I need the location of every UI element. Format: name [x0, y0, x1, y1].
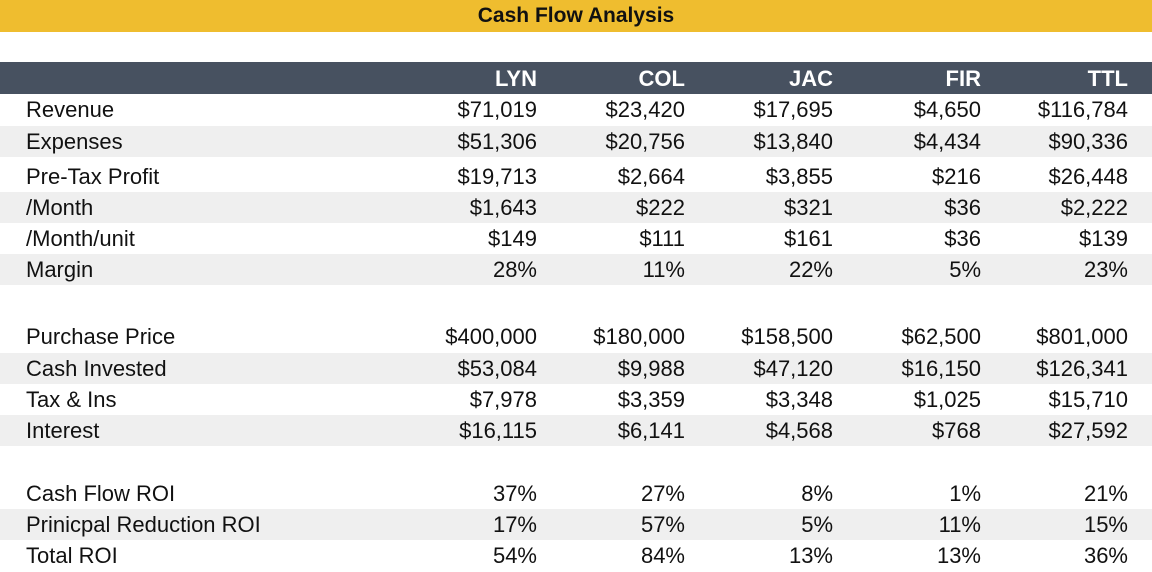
cell-value: $222 — [636, 195, 685, 220]
cell-value: $20,756 — [605, 129, 685, 154]
cell-value: $321 — [784, 195, 833, 220]
cell-value: $3,348 — [765, 387, 833, 412]
cell-value: $4,434 — [913, 129, 981, 154]
cell-value: $13,840 — [753, 129, 833, 154]
cell-value: 11% — [642, 257, 685, 282]
table-row: Margin 28% 11% 22% 5% 23% — [0, 254, 1152, 285]
cell-value: $2,222 — [1060, 195, 1128, 220]
table-row: Purchase Price $400,000 $180,000 $158,50… — [0, 321, 1152, 352]
row-label: Margin — [26, 257, 94, 282]
table-row: Revenue $71,019 $23,420 $17,695 $4,650 $… — [0, 94, 1152, 125]
cell-value: $15,710 — [1048, 387, 1128, 412]
cell-value: $90,336 — [1048, 129, 1128, 154]
column-header: COL — [638, 66, 685, 91]
cell-value: $16,115 — [459, 418, 537, 443]
cell-value: $116,784 — [1037, 97, 1128, 122]
cell-value: $6,141 — [617, 418, 685, 443]
cell-value: $9,988 — [617, 356, 685, 381]
table-row: /Month/unit $149 $111 $161 $36 $139 — [0, 223, 1152, 254]
cell-value: $26,448 — [1048, 164, 1128, 189]
row-label: Pre-Tax Profit — [26, 164, 160, 189]
cell-value: 5% — [801, 512, 833, 537]
cell-value: $47,120 — [753, 356, 833, 381]
cell-value: 8% — [801, 481, 833, 506]
cell-value: $1,643 — [469, 195, 537, 220]
row-label: /Month — [26, 195, 94, 220]
cell-value: 1% — [949, 481, 981, 506]
cell-value: $51,306 — [457, 129, 537, 154]
cell-value: $7,978 — [469, 387, 537, 412]
cell-value: $4,650 — [913, 97, 981, 122]
table-row: Pre-Tax Profit $19,713 $2,664 $3,855 $21… — [0, 161, 1152, 192]
cell-value: $768 — [932, 418, 981, 443]
cell-value: 27% — [640, 481, 685, 506]
cell-value: 36% — [1083, 543, 1128, 568]
column-header: TTL — [1087, 66, 1128, 91]
cell-value: 84% — [640, 543, 685, 568]
row-label: Purchase Price — [26, 324, 176, 349]
cell-value: $111 — [639, 226, 685, 251]
cell-value: $36 — [944, 226, 981, 251]
cell-value: $1,025 — [913, 387, 981, 412]
row-label: Revenue — [26, 97, 115, 122]
cell-value: 22% — [788, 257, 833, 282]
cell-value: $16,150 — [901, 356, 981, 381]
cell-value: $801,000 — [1036, 324, 1128, 349]
cell-value: 54% — [492, 543, 537, 568]
table-row: Prinicpal Reduction ROI 17% 57% 5% 11% 1… — [0, 509, 1152, 540]
row-label: Cash Flow ROI — [26, 481, 176, 506]
cell-value: 37% — [492, 481, 537, 506]
table-row: Tax & Ins $7,978 $3,359 $3,348 $1,025 $1… — [0, 384, 1152, 415]
table-row: Interest $16,115 $6,141 $4,568 $768 $27,… — [0, 415, 1152, 446]
cell-value: $71,019 — [457, 97, 537, 122]
table-row: /Month $1,643 $222 $321 $36 $2,222 — [0, 192, 1152, 223]
table-row: Cash Flow ROI 37% 27% 8% 1% 21% — [0, 478, 1152, 509]
table-row: Expenses $51,306 $20,756 $13,840 $4,434 … — [0, 126, 1152, 157]
table-row: Total ROI 54% 84% 13% 13% 36% — [0, 540, 1152, 571]
row-label: Tax & Ins — [26, 387, 117, 412]
cell-value: $17,695 — [753, 97, 833, 122]
cell-value: 57% — [640, 512, 685, 537]
cell-value: $2,664 — [617, 164, 685, 189]
cell-value: 13% — [936, 543, 981, 568]
column-header: FIR — [945, 66, 981, 91]
column-header: LYN — [495, 66, 537, 91]
cell-value: $3,855 — [765, 164, 833, 189]
cell-value: $3,359 — [617, 387, 685, 412]
cell-value: 15% — [1083, 512, 1128, 537]
cell-value: $36 — [944, 195, 981, 220]
cell-value: $180,000 — [593, 324, 685, 349]
table-row: Cash Invested $53,084 $9,988 $47,120 $16… — [0, 353, 1152, 384]
cell-value: $62,500 — [901, 324, 981, 349]
row-label: Interest — [26, 418, 100, 443]
cell-value: $139 — [1079, 226, 1128, 251]
cell-value: 17% — [492, 512, 537, 537]
sheet-title: Cash Flow Analysis — [0, 0, 1152, 32]
cell-value: 5% — [949, 257, 981, 282]
column-header: JAC — [788, 66, 833, 91]
cell-value: $27,592 — [1048, 418, 1128, 443]
cell-value: $400,000 — [445, 324, 537, 349]
row-label: Total ROI — [26, 543, 118, 568]
cell-value: $126,341 — [1036, 356, 1128, 381]
cell-value: 13% — [788, 543, 833, 568]
column-header-row: LYN COL JAC FIR TTL — [0, 62, 1152, 94]
cell-value: $149 — [488, 226, 537, 251]
cell-value: $19,713 — [457, 164, 537, 189]
cell-value: $158,500 — [741, 324, 833, 349]
cell-value: $161 — [784, 226, 833, 251]
row-label: /Month/unit — [26, 226, 135, 251]
cell-value: 21% — [1083, 481, 1128, 506]
cell-value: $23,420 — [605, 97, 685, 122]
row-label: Prinicpal Reduction ROI — [26, 512, 261, 537]
cell-value: 23% — [1083, 257, 1128, 282]
cell-value: 28% — [492, 257, 537, 282]
cell-value: $216 — [932, 164, 981, 189]
cell-value: $4,568 — [765, 418, 833, 443]
row-label: Cash Invested — [26, 356, 167, 381]
row-label: Expenses — [26, 129, 123, 154]
sheet-title-text: Cash Flow Analysis — [477, 4, 675, 27]
cell-value: $53,084 — [457, 356, 537, 381]
cell-value: 11% — [938, 512, 981, 537]
